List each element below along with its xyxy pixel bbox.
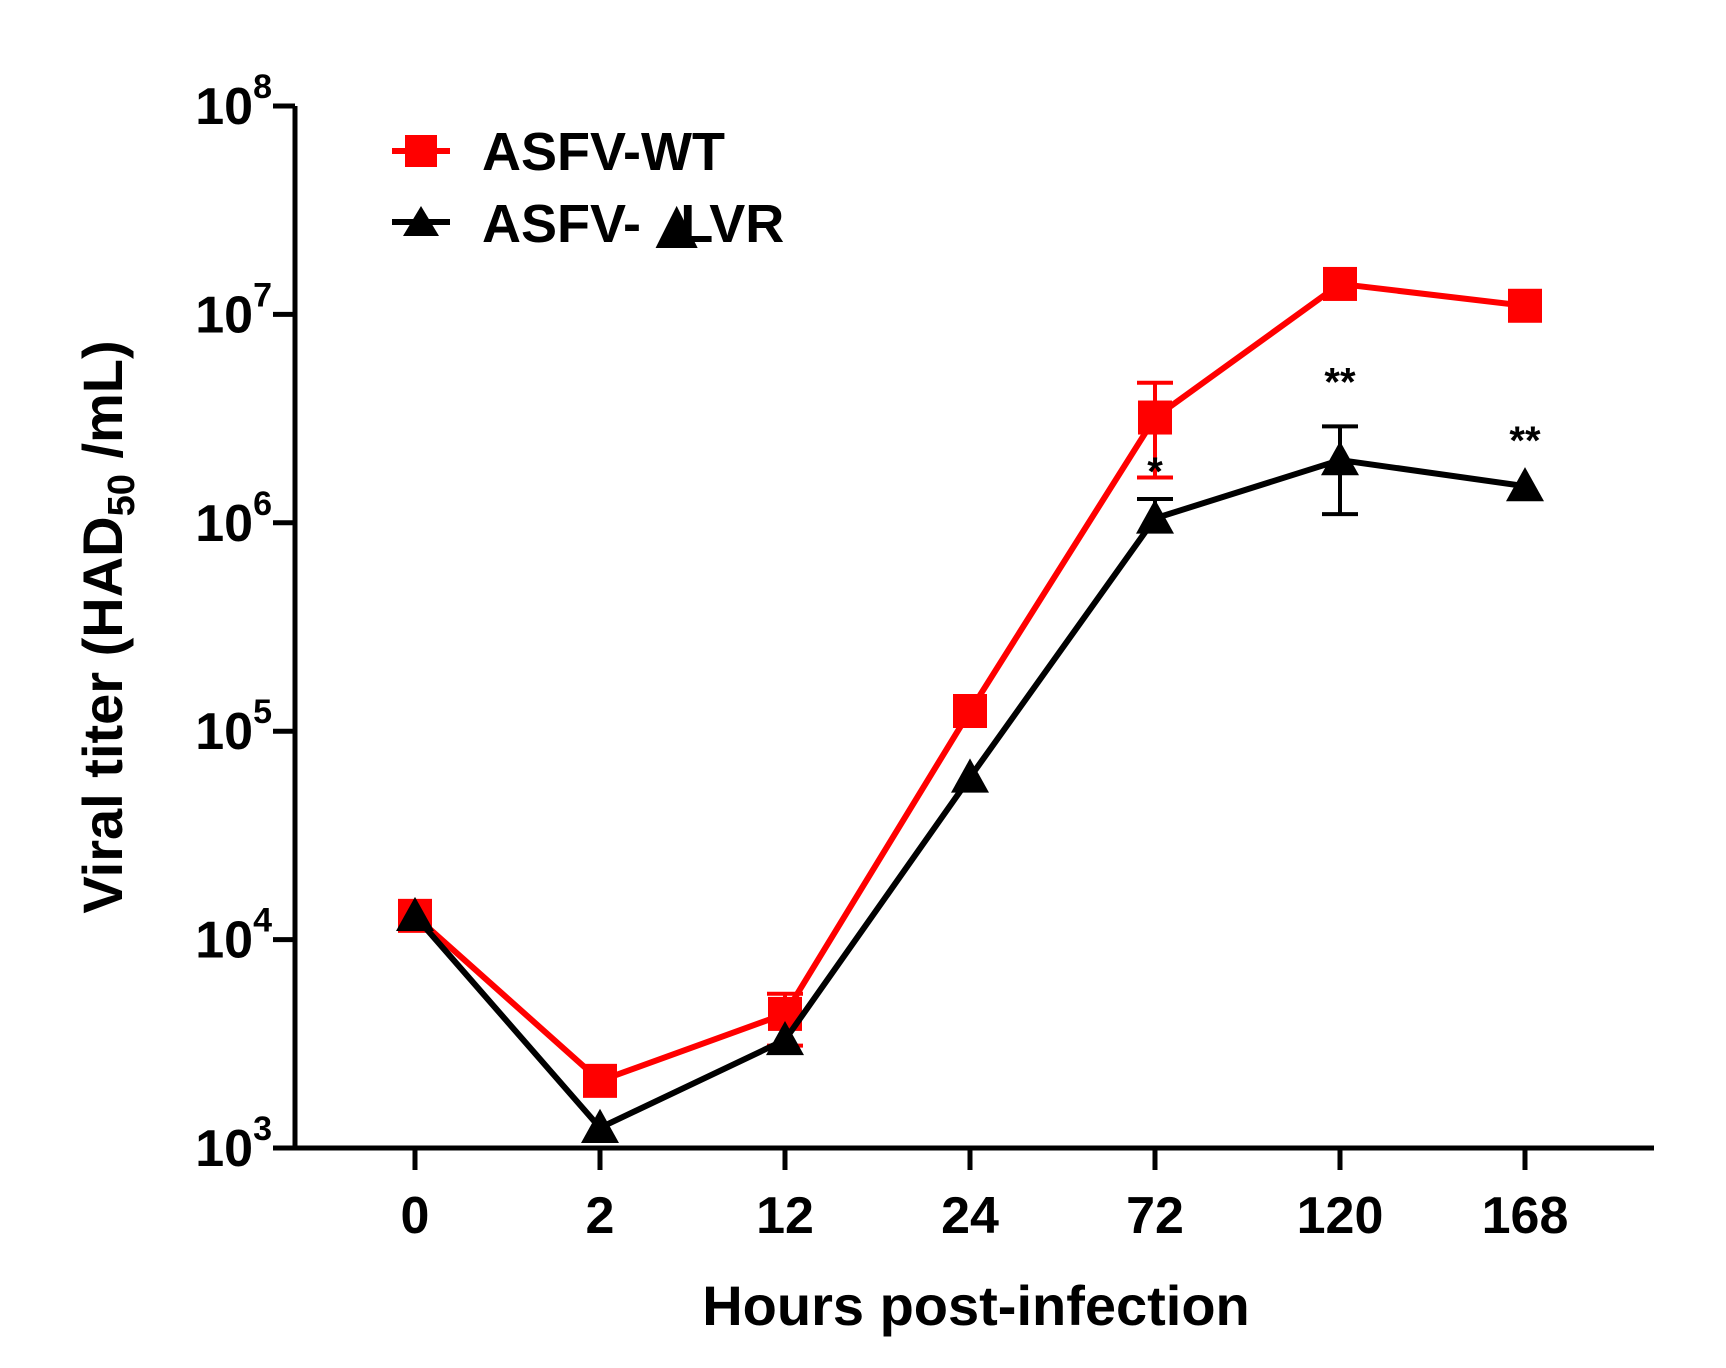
y-tick-label: 105 xyxy=(195,693,272,761)
y-tick-label: 108 xyxy=(195,68,272,136)
axes xyxy=(292,106,1654,1151)
y-tick-label: 106 xyxy=(195,485,272,553)
y-axis-title-suffix: /mL) xyxy=(71,340,134,474)
legend-lvr-label: ASFV-▲LVR xyxy=(482,184,784,264)
y-tick-label-exponent: 7 xyxy=(253,276,272,314)
y-tick-label-exponent: 8 xyxy=(253,68,272,106)
data-point xyxy=(1138,400,1172,435)
data-point xyxy=(396,896,434,932)
x-tick-label: 168 xyxy=(1482,1187,1569,1245)
y-tick-label-base: 10 xyxy=(195,912,253,970)
y-axis-title-main: Viral titer (HAD xyxy=(71,516,134,913)
data-point xyxy=(1323,266,1357,301)
series-wt xyxy=(398,266,1542,1098)
series-line xyxy=(413,280,1526,1084)
legend-wt-label: ASFV-WT xyxy=(482,122,725,182)
y-tick-label-exponent: 4 xyxy=(253,902,272,940)
x-axis-title: Hours post-infection xyxy=(702,1274,1250,1337)
y-tick-label: 104 xyxy=(195,902,272,970)
data-point xyxy=(951,758,989,793)
legend-wt-marker xyxy=(405,135,437,167)
data-point xyxy=(953,694,987,729)
y-tick-label: 107 xyxy=(195,276,272,344)
annotations: ***** xyxy=(1147,361,1541,495)
legend-lvr-label-suffix: LVR xyxy=(680,194,784,254)
y-tick-label-base: 10 xyxy=(195,495,253,553)
y-tick-label-base: 10 xyxy=(195,286,253,344)
y-tick-label-exponent: 3 xyxy=(253,1110,272,1148)
legend-item-wt: ASFV-WT xyxy=(392,122,725,182)
data-point xyxy=(583,1063,617,1098)
x-tick-label: 2 xyxy=(586,1187,615,1245)
y-tick-label: 103 xyxy=(195,1110,272,1178)
x-axis-ticks: 0 2 12 24 72 120 168 xyxy=(401,1148,1569,1245)
x-tick-label: 24 xyxy=(941,1187,999,1245)
legend-item-lvr: ASFV-▲LVR xyxy=(392,184,784,264)
data-point xyxy=(1321,441,1359,476)
data-point xyxy=(766,1020,804,1056)
data-point xyxy=(1136,499,1174,534)
y-axis-title: Viral titer (HAD50 /mL) xyxy=(71,340,143,913)
y-tick-label-base: 10 xyxy=(195,703,253,761)
legend-lvr-label-prefix: ASFV- xyxy=(482,194,641,254)
significance-marker: ** xyxy=(1324,361,1356,405)
y-tick-label-base: 10 xyxy=(195,1120,253,1178)
legend-lvr-delta-glyph: ▲ xyxy=(641,184,712,264)
y-tick-label-exponent: 5 xyxy=(253,693,272,731)
x-tick-label: 0 xyxy=(401,1187,430,1245)
significance-marker: * xyxy=(1147,450,1163,494)
x-tick-label: 12 xyxy=(756,1187,814,1245)
legend: ASFV-WT ASFV-▲LVR xyxy=(392,122,784,264)
significance-marker: ** xyxy=(1509,419,1541,463)
data-point xyxy=(1506,467,1544,502)
x-tick-label: 72 xyxy=(1126,1187,1184,1245)
legend-lvr-marker xyxy=(403,206,439,236)
y-tick-label-exponent: 6 xyxy=(253,485,272,523)
y-tick-label-base: 10 xyxy=(195,78,253,136)
data-point xyxy=(1508,288,1542,323)
series-line xyxy=(412,457,1526,1131)
series-lvr xyxy=(396,424,1544,1144)
y-axis-title-subscript: 50 xyxy=(101,474,143,516)
data-point xyxy=(581,1108,619,1144)
series-group xyxy=(396,266,1544,1144)
x-tick-label: 120 xyxy=(1297,1187,1384,1245)
